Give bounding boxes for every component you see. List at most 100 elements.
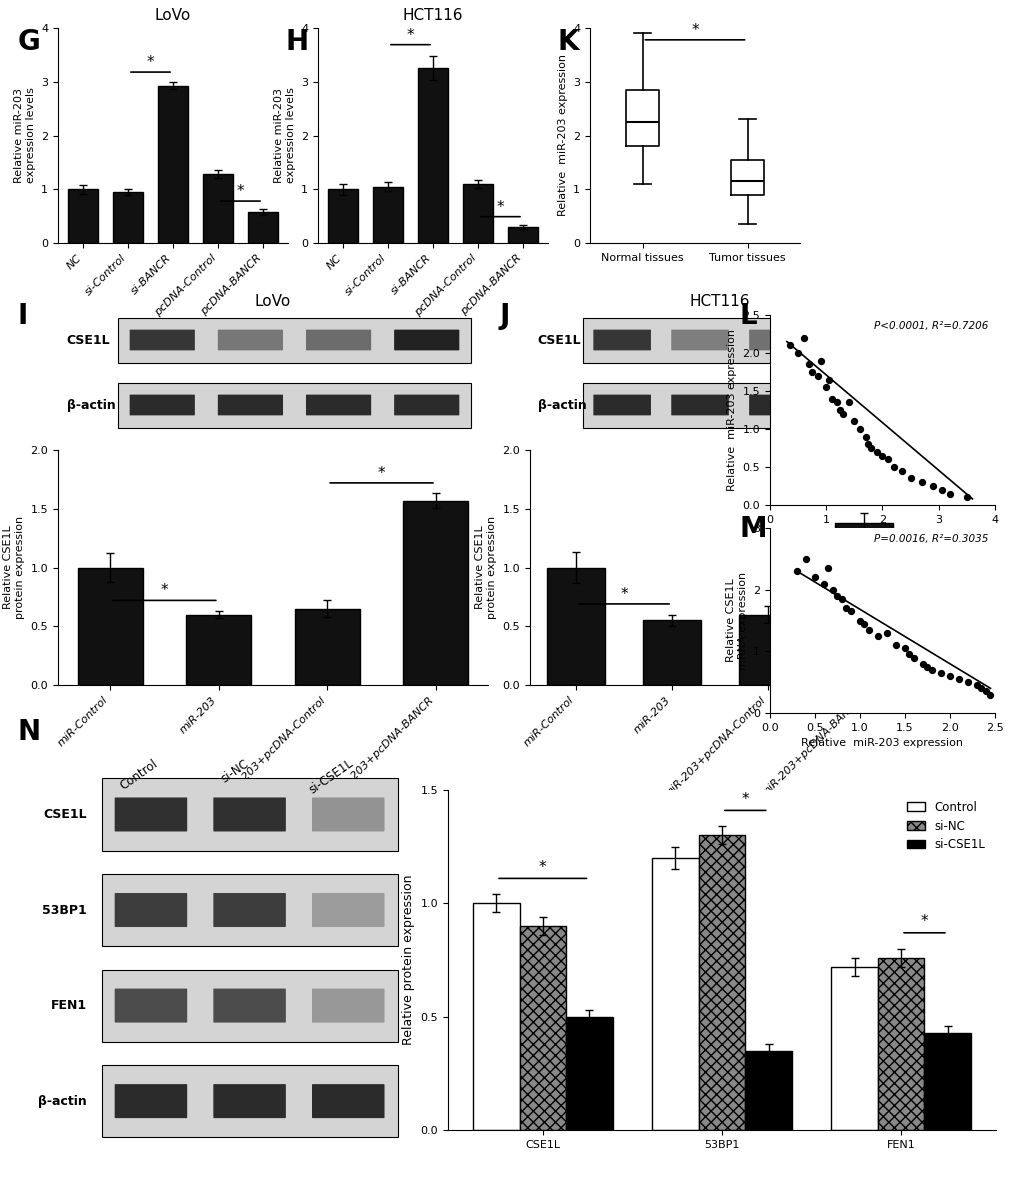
Point xyxy=(828,586,845,606)
Bar xyxy=(403,501,468,685)
Y-axis label: Relative miR-203
expression levels: Relative miR-203 expression levels xyxy=(274,87,296,184)
Title: HCT116: HCT116 xyxy=(403,7,463,23)
Legend: Control, si-NC, si-CSE1L: Control, si-NC, si-CSE1L xyxy=(902,796,989,856)
Bar xyxy=(473,904,519,1130)
Text: si-CSE1L: si-CSE1L xyxy=(306,757,356,796)
Text: *: * xyxy=(741,791,748,807)
Point xyxy=(833,589,849,608)
Bar xyxy=(835,523,892,685)
Text: I: I xyxy=(18,302,29,330)
Bar xyxy=(373,187,403,243)
Point xyxy=(860,620,876,639)
Point xyxy=(913,473,929,492)
FancyBboxPatch shape xyxy=(583,317,894,362)
FancyBboxPatch shape xyxy=(671,330,729,350)
Point xyxy=(902,468,918,488)
Point xyxy=(817,378,834,397)
Bar xyxy=(203,174,232,243)
Point xyxy=(977,682,994,701)
Text: *: * xyxy=(691,23,698,38)
Title: LoVo: LoVo xyxy=(155,7,191,23)
Text: P=0.0016, R²=0.3035: P=0.0016, R²=0.3035 xyxy=(873,534,987,544)
Point xyxy=(840,393,856,412)
Bar xyxy=(77,567,143,685)
Bar xyxy=(248,212,277,243)
Text: si-NC: si-NC xyxy=(218,757,251,786)
FancyBboxPatch shape xyxy=(748,330,806,350)
FancyBboxPatch shape xyxy=(102,778,397,851)
Point xyxy=(820,370,837,389)
Point xyxy=(835,404,851,423)
Point xyxy=(958,488,974,507)
Text: FEN1: FEN1 xyxy=(51,999,87,1012)
X-axis label: Relative  BANCR expression: Relative BANCR expression xyxy=(804,530,959,540)
Point xyxy=(859,435,875,454)
Point xyxy=(838,598,854,617)
Bar xyxy=(463,184,492,243)
FancyBboxPatch shape xyxy=(306,330,371,350)
Point xyxy=(905,648,921,668)
Text: 53BP1: 53BP1 xyxy=(42,904,87,917)
Text: Control: Control xyxy=(117,757,160,793)
Bar xyxy=(418,68,447,243)
Text: *: * xyxy=(620,586,628,602)
Text: *: * xyxy=(160,583,168,598)
Text: M: M xyxy=(739,515,767,544)
Text: *: * xyxy=(407,27,414,43)
Point xyxy=(789,343,805,362)
FancyBboxPatch shape xyxy=(102,874,397,946)
Point xyxy=(781,336,797,355)
Point xyxy=(959,672,975,691)
FancyBboxPatch shape xyxy=(748,395,806,415)
Point xyxy=(842,602,858,621)
Point xyxy=(918,657,934,676)
Point xyxy=(968,676,984,695)
Point xyxy=(878,623,895,642)
Point xyxy=(862,439,878,458)
Bar xyxy=(158,86,187,243)
Point xyxy=(868,442,884,461)
FancyBboxPatch shape xyxy=(312,893,384,927)
Point xyxy=(824,581,841,600)
Bar xyxy=(745,1050,791,1130)
FancyBboxPatch shape xyxy=(306,395,371,415)
Text: β-actin: β-actin xyxy=(66,398,115,411)
Text: *: * xyxy=(538,859,546,875)
Bar xyxy=(113,192,143,243)
Y-axis label: Relative miR-203
expression levels: Relative miR-203 expression levels xyxy=(14,87,36,184)
Bar xyxy=(185,615,251,685)
Bar xyxy=(294,609,360,685)
Text: G: G xyxy=(18,27,41,56)
FancyBboxPatch shape xyxy=(218,330,282,350)
Text: H: H xyxy=(284,27,308,56)
FancyBboxPatch shape xyxy=(213,893,285,927)
Point xyxy=(914,654,930,673)
Point xyxy=(851,420,867,439)
Y-axis label: Relative CSE1L
protein expression: Relative CSE1L protein expression xyxy=(475,516,496,619)
Point xyxy=(873,446,890,465)
FancyBboxPatch shape xyxy=(593,395,650,415)
Text: N: N xyxy=(18,718,41,746)
X-axis label: Relative  miR-203 expression: Relative miR-203 expression xyxy=(801,738,963,749)
FancyBboxPatch shape xyxy=(312,988,384,1023)
Text: *: * xyxy=(147,55,154,70)
FancyBboxPatch shape xyxy=(114,797,187,832)
FancyBboxPatch shape xyxy=(826,330,883,350)
Text: β-actin: β-actin xyxy=(537,398,586,411)
Y-axis label: Relative CSE1L
mRNA expression: Relative CSE1L mRNA expression xyxy=(726,571,747,670)
FancyBboxPatch shape xyxy=(114,988,187,1023)
Point xyxy=(941,666,957,685)
FancyBboxPatch shape xyxy=(102,969,397,1042)
FancyBboxPatch shape xyxy=(118,317,471,362)
Text: K: K xyxy=(557,27,579,56)
FancyBboxPatch shape xyxy=(102,1064,397,1137)
FancyBboxPatch shape xyxy=(671,395,729,415)
Point xyxy=(806,567,822,586)
Bar xyxy=(328,190,358,243)
FancyBboxPatch shape xyxy=(312,1084,384,1118)
Point xyxy=(856,614,872,633)
Text: CSE1L: CSE1L xyxy=(43,808,87,821)
Bar xyxy=(698,836,745,1130)
FancyBboxPatch shape xyxy=(118,383,471,428)
Bar xyxy=(507,226,537,243)
